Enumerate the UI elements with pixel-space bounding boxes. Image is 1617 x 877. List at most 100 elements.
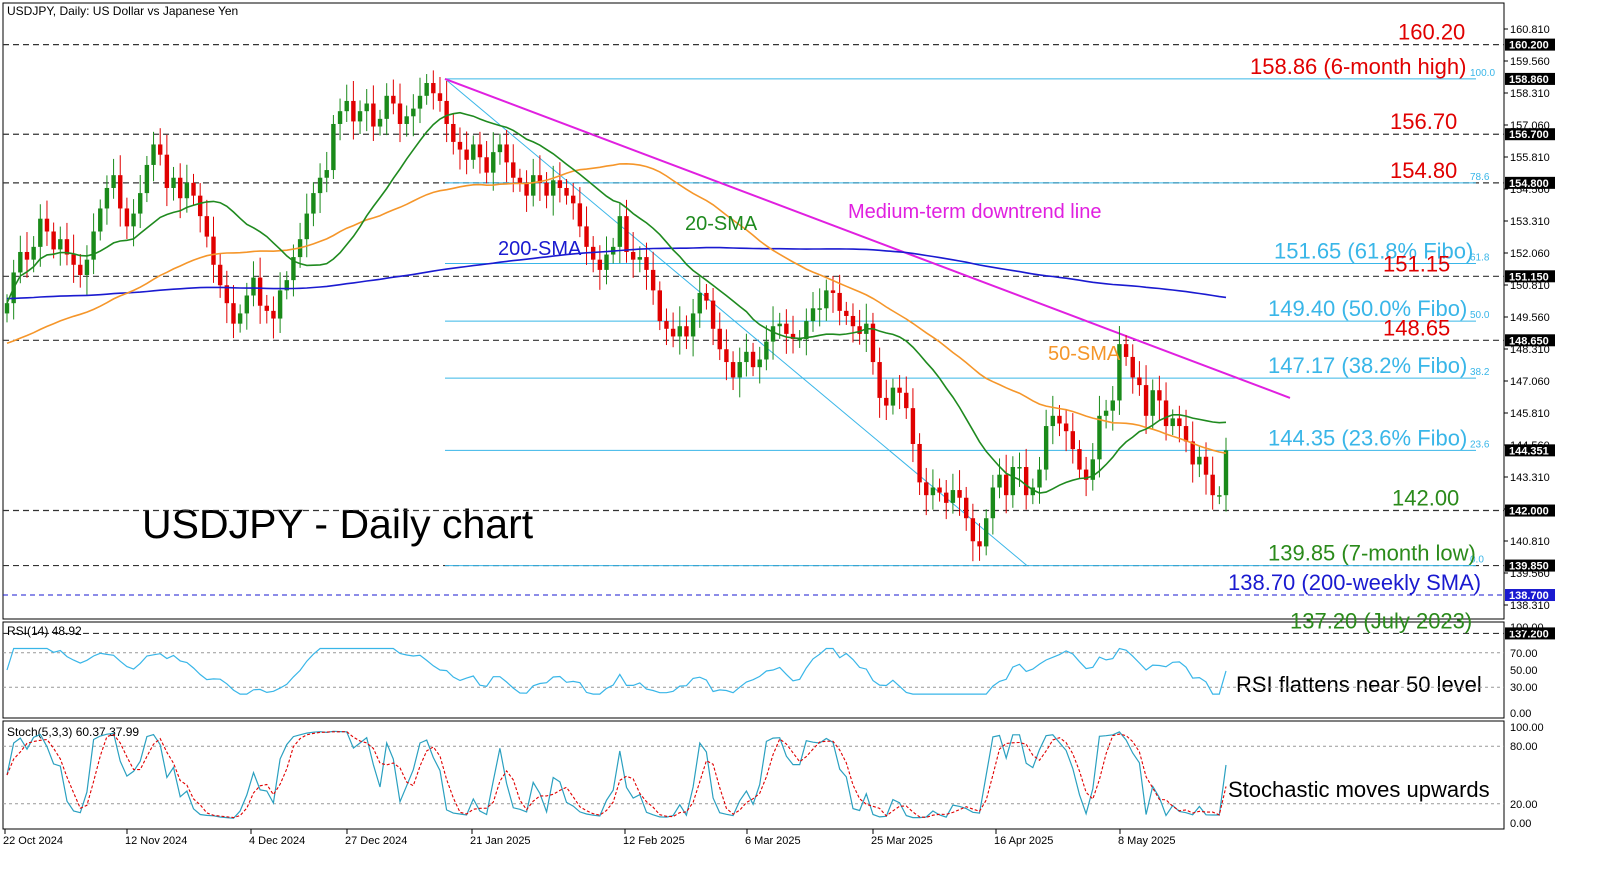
level-label: 154.80: [1390, 158, 1457, 183]
level-labels: 160.20 100.0 158.86 (6-month high) 156.70 78…: [1228, 20, 1495, 634]
candle-body: [284, 280, 289, 291]
candle-body: [58, 239, 63, 250]
candle-body: [857, 326, 862, 334]
y-tick-label: 158.310: [1510, 88, 1550, 100]
stoch-tick-label: 20.00: [1510, 799, 1538, 811]
y-tick-label: 150.810: [1510, 280, 1550, 292]
candle-body: [770, 326, 776, 342]
candle-body: [1037, 469, 1042, 488]
candle-body: [317, 177, 323, 194]
candle-body: [557, 180, 563, 188]
candle-body: [650, 269, 656, 291]
candle-body: [91, 231, 96, 260]
level-label: 138.70 (200-weekly SMA): [1228, 570, 1481, 595]
candle-body: [1137, 377, 1142, 386]
candle-body: [730, 362, 736, 378]
price-tag: [1505, 627, 1555, 640]
x-tick-label: 16 Apr 2025: [994, 835, 1053, 847]
candle-body: [697, 292, 702, 314]
candle-body: [1143, 385, 1149, 416]
candle-body: [777, 323, 782, 327]
stoch-tick-label: 100.00: [1510, 722, 1544, 734]
level-label: 160.20: [1398, 20, 1465, 45]
candle-body: [1043, 426, 1049, 470]
candle-body: [64, 239, 70, 255]
chart-annotation: 200-SMA: [498, 238, 582, 260]
fibo-tag: 38.2: [1470, 367, 1490, 378]
candle-body: [111, 175, 116, 188]
candle-body: [104, 187, 110, 209]
x-tick-label: 22 Oct 2024: [3, 835, 63, 847]
candle-body: [977, 541, 982, 547]
horizontal-levels: [3, 44, 1504, 635]
candle-body: [964, 497, 969, 519]
price-tag: [1505, 559, 1555, 572]
candle-body: [784, 323, 789, 334]
candle-body: [657, 290, 662, 322]
candle-body: [344, 100, 349, 112]
candle-body: [884, 397, 889, 406]
y-tick-label: 155.810: [1510, 152, 1550, 164]
price-tag: [1505, 38, 1555, 51]
candle-body: [224, 285, 230, 304]
candle-body: [644, 257, 649, 270]
candle-body: [231, 303, 236, 324]
rsi-annotation: RSI flattens near 50 level: [1236, 672, 1482, 697]
candle-body: [237, 313, 243, 324]
candle-body: [184, 182, 190, 199]
candle-body: [704, 292, 709, 301]
candle-body: [271, 310, 276, 319]
price-tag-label: 158.860: [1509, 74, 1549, 86]
candle-body: [837, 292, 842, 311]
x-axis: 22 Oct 2024 12 Nov 2024 4 Dec 2024 27 Dec 2…: [3, 829, 1175, 847]
y-tick-label: 145.810: [1510, 408, 1550, 420]
candle-body: [551, 180, 556, 196]
stoch-annotation: Stochastic moves upwards: [1228, 777, 1490, 802]
candle-body: [1197, 456, 1202, 465]
candle-body: [1123, 344, 1129, 357]
candle-body: [158, 144, 163, 155]
level-label: 156.70: [1390, 109, 1457, 134]
y-tick-label: 153.310: [1510, 216, 1550, 228]
candle-body: [484, 157, 489, 173]
rsi-panel: RSI(14) 48.92 RSI flattens near 50 level…: [3, 622, 1544, 720]
price-tag: [1505, 334, 1555, 347]
x-tick-label: 8 May 2025: [1118, 835, 1175, 847]
candle-body: [824, 290, 829, 309]
stochastic-panel: Stoch(5,3,3) 60.37 37.99 Stochastic move…: [3, 722, 1544, 830]
chart-annotation: Medium-term downtrend line: [848, 201, 1101, 223]
price-tag-label: 137.200: [1509, 628, 1549, 640]
candle-body: [584, 226, 589, 247]
rsi-tick-label: 0.00: [1510, 708, 1531, 720]
candle-body: [990, 487, 996, 519]
candle-body: [690, 313, 696, 337]
candle-body: [337, 111, 343, 124]
stoch-k-line: [6, 730, 1227, 819]
candle-body: [384, 95, 389, 119]
y-tick-label: 149.560: [1510, 312, 1550, 324]
candle-body: [31, 246, 36, 260]
candle-body: [471, 144, 476, 160]
x-tick-label: 4 Dec 2024: [249, 835, 305, 847]
fibo-diagonal: [444, 78, 1028, 566]
candle-body: [830, 290, 836, 293]
candle-body: [444, 100, 449, 124]
rsi-line: [6, 647, 1227, 695]
y-tick-label: 138.310: [1510, 600, 1550, 612]
candle-body: [1063, 423, 1069, 432]
fibo-tag: 50.0: [1470, 310, 1490, 321]
candle-body: [291, 257, 296, 281]
candle-body: [1210, 474, 1215, 496]
price-tag-label: 142.000: [1509, 506, 1549, 518]
candle-body: [71, 254, 76, 265]
price-tag-label: 156.700: [1509, 129, 1549, 141]
x-tick-label: 25 Mar 2025: [871, 835, 933, 847]
candle-body: [391, 95, 396, 104]
rsi-tick-label: 50.00: [1510, 665, 1538, 677]
candle-body: [364, 103, 369, 112]
sma20-line: [6, 111, 1227, 494]
candle-body: [677, 326, 682, 337]
candle-body: [191, 182, 196, 196]
candle-body: [171, 177, 176, 188]
candle-body: [1097, 415, 1102, 460]
